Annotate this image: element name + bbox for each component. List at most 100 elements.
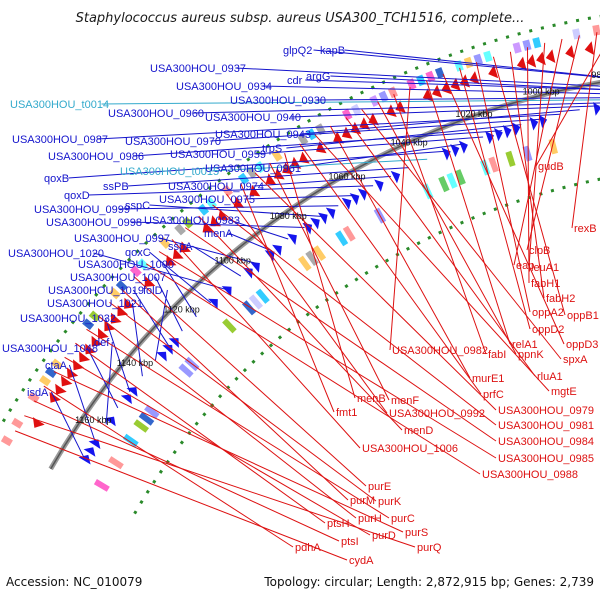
- gene-label-left: sspC: [125, 200, 150, 212]
- minus-strand-cds-arrow: [91, 335, 103, 347]
- cog-category-block-outer: [246, 166, 258, 179]
- gene-label-right: USA300HOU_1006: [362, 443, 458, 455]
- gene-label-left: USA300HOU_0983: [144, 215, 240, 227]
- tick-label: 980 kbp: [591, 70, 600, 80]
- cog-category-block-outer: [512, 42, 522, 54]
- cog-category-block-inner: [548, 138, 558, 155]
- leader-line-left: [119, 205, 339, 210]
- gene-label-right: USA300HOU_0984: [498, 436, 594, 448]
- topology-label: Topology: circular; Length: 2,872,915 bp…: [263, 575, 594, 589]
- cog-category-block-outer: [39, 375, 52, 387]
- leader-line-left: [235, 67, 600, 87]
- gene-label-left: USA300HOU_1032: [20, 313, 116, 325]
- cog-category-block-inner: [133, 419, 149, 433]
- leader-line-left: [133, 130, 503, 157]
- cog-category-block-outer: [434, 67, 445, 79]
- cog-category-block-outer: [0, 435, 13, 447]
- cog-category-block-outer: [425, 70, 436, 83]
- leader-line-right: [145, 263, 481, 475]
- leader-line-right: [509, 51, 545, 299]
- leader-line-right: [254, 172, 497, 411]
- leader-line-right: [314, 134, 550, 392]
- gene-label-right: purH: [358, 513, 382, 525]
- cog-category-block-outer: [532, 37, 542, 49]
- cog-category-block-outer: [406, 78, 417, 91]
- backbone-ring-core: [50, 81, 600, 470]
- gene-label-left: folD: [143, 285, 163, 297]
- leader-line-left: [149, 204, 322, 217]
- minus-strand-cds-arrow: [469, 71, 480, 85]
- cog-category-block-outer: [88, 310, 101, 323]
- cog-category-block-inner: [144, 404, 160, 419]
- cog-category-block-inner: [446, 172, 458, 189]
- leader-line-left: [261, 85, 600, 95]
- gene-label-left: USA300HOU_0960: [108, 108, 204, 120]
- minus-strand-cds-arrow: [61, 375, 73, 387]
- minus-strand-cds-arrow: [333, 131, 344, 144]
- gene-label-right: USA300HOU_0992: [389, 408, 485, 420]
- cog-category-block-inner: [335, 230, 349, 247]
- gene-label-left: USA300HOU_0959: [170, 149, 266, 161]
- tick-labels: 920 kbp940 kbp960 kbp980 kbp1000 kbp1020…: [75, 70, 600, 425]
- cog-category-block-inner: [438, 176, 450, 193]
- gene-label-right: purD: [372, 530, 396, 542]
- leader-line-right: [571, 32, 598, 229]
- gene-label-left: USA300HOU_0999: [34, 204, 130, 216]
- cog-category-block-outer: [483, 50, 493, 63]
- gene-label-left: ctaA: [45, 360, 68, 372]
- minus-strand-cds-arrow: [55, 383, 67, 395]
- leader-line-right: [33, 400, 340, 542]
- minus-strand-cds-arrow: [526, 54, 537, 68]
- minus-strand-cds-arrow: [290, 156, 302, 169]
- leader-line-left: [131, 221, 305, 228]
- gene-label-left: USA300HOU_0930: [230, 95, 326, 107]
- gene-label-left: kapB: [320, 45, 345, 57]
- cog-category-block-outer: [82, 318, 95, 330]
- leader-line-left: [228, 232, 273, 252]
- leader-line-right: [284, 153, 356, 399]
- gene-label-right: oppD3: [566, 339, 598, 351]
- leader-line-right: [535, 53, 600, 167]
- plus-strand-cds-arrow: [529, 117, 539, 131]
- cog-category-block-outer: [174, 223, 186, 236]
- leader-line-left: [88, 185, 374, 196]
- cog-category-block-inner: [93, 479, 110, 492]
- gene-label-right: purS: [405, 527, 428, 539]
- gene-label-right: purC: [391, 513, 415, 525]
- cog-category-block-outer: [11, 417, 24, 429]
- leader-line-right: [184, 227, 497, 442]
- gene-label-right: USA300HOU_0985: [498, 453, 594, 465]
- leader-line-left: [86, 347, 119, 409]
- gene-label-left: USA300HOU_0961: [205, 163, 301, 175]
- cog-category-block-outer: [50, 358, 63, 370]
- minus-strand-cds-arrow: [545, 49, 556, 63]
- cog-category-block-inner: [488, 156, 499, 173]
- minus-strand-cds-arrow: [124, 297, 135, 309]
- leader-line-left: [50, 391, 85, 459]
- cog-category-block-inner: [248, 294, 263, 310]
- gene-label-left: trpS: [262, 143, 282, 155]
- gene-label-left: USA300HOU_t0015: [120, 166, 219, 178]
- cog-category-block-outer: [159, 237, 171, 249]
- leader-line-right: [171, 239, 361, 449]
- minus-strand-cds-arrow: [79, 351, 91, 363]
- gene-label-right: USA300HOU_0982: [392, 345, 488, 357]
- gene-label-right: eap: [516, 260, 534, 272]
- leader-line-right: [226, 193, 388, 414]
- gene-label-right: menF: [391, 395, 419, 407]
- plus-strand-cds-arrow: [325, 207, 336, 220]
- gene-label-left: USA300HOU_0998: [46, 217, 142, 229]
- cog-category-block-outer: [27, 392, 40, 404]
- map-title: Staphylococcus aureus subsp. aureus USA3…: [76, 11, 525, 26]
- gene-label-left: USA300HOU_1007: [70, 272, 166, 284]
- cog-category-block-inner: [108, 456, 124, 470]
- cog-category-block-outer: [473, 53, 483, 66]
- gene-label-left: qoxD: [64, 190, 90, 202]
- gene-label-right: rexB: [574, 223, 597, 235]
- cog-category-block-inner: [522, 145, 533, 162]
- leader-line-left: [253, 175, 391, 187]
- gene-label-left: ssPB: [103, 181, 129, 193]
- minus-strand-cds-arrow: [316, 141, 327, 154]
